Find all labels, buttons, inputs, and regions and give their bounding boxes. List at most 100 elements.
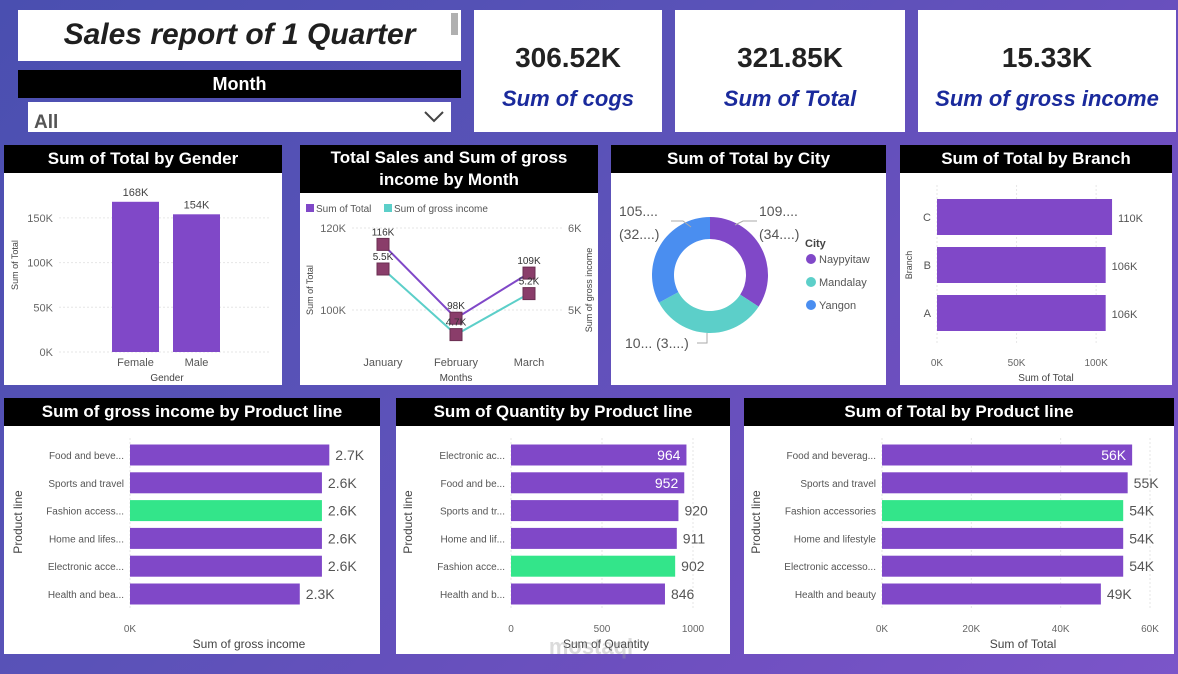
total-product-chart[interactable]: Sum of Total by Product line Food and be… xyxy=(744,398,1174,654)
data-label: 2.6K xyxy=(328,530,357,546)
bar xyxy=(937,247,1106,283)
y-tick-label: Sports and travel xyxy=(48,479,124,490)
pie-slice xyxy=(659,292,759,334)
data-point xyxy=(376,262,390,276)
leader-line xyxy=(734,220,757,226)
chart-title: Sum of Total by City xyxy=(611,145,886,173)
data-label: 105.... xyxy=(619,203,658,219)
x-tick-label: Female xyxy=(117,357,154,369)
y-tick-label: 50K xyxy=(33,302,53,314)
kpi-label: Sum of Total xyxy=(723,86,857,111)
data-label: 902 xyxy=(681,558,705,574)
x-axis-title: Sum of gross income xyxy=(193,637,306,651)
month-chart[interactable]: Total Sales and Sum of gross income by M… xyxy=(300,145,598,385)
kpi-label: Sum of cogs xyxy=(501,86,634,111)
leader-line xyxy=(671,220,692,228)
x-axis-title: Sum of Total xyxy=(990,637,1056,651)
bar xyxy=(937,199,1113,235)
y-tick-label: Food and beverag... xyxy=(786,451,876,462)
gross-income-product-chart[interactable]: Sum of gross income by Product line Food… xyxy=(4,398,380,654)
y-tick-label: Health and b... xyxy=(440,590,505,601)
data-label: 54K xyxy=(1129,530,1155,546)
y-tick-label: Electronic ac... xyxy=(439,451,505,462)
y2-axis-title: Sum of gross income xyxy=(584,248,594,333)
bar xyxy=(882,500,1124,522)
branch-chart-svg: C 110K B 106K A 106K 0K 50K 100K Sum of Total Bran… xyxy=(904,185,1144,384)
bar xyxy=(130,444,330,466)
legend-title: City xyxy=(805,238,827,250)
legend-label: Sum of Total xyxy=(316,204,371,215)
data-label: (34....) xyxy=(759,226,799,242)
data-point xyxy=(376,237,390,251)
y-axis-title: Branch xyxy=(904,251,914,280)
bar xyxy=(511,444,687,466)
x-tick-label: 0K xyxy=(931,358,944,369)
branch-chart[interactable]: Sum of Total by Branch C 110K B 106K A 106K 0K… xyxy=(900,145,1172,385)
data-label: 2.6K xyxy=(328,475,357,491)
month-dropdown-value: All xyxy=(34,112,59,133)
data-label: 846 xyxy=(671,586,695,602)
data-label: 56K xyxy=(1101,447,1127,463)
chart-title: Sum of gross income by Product line xyxy=(4,398,380,426)
legend-label: Naypyitaw xyxy=(819,254,870,266)
y-tick-label: Health and beauty xyxy=(795,590,876,601)
kpi-value: 321.85K xyxy=(737,42,843,73)
title-scrollbar[interactable] xyxy=(451,13,458,35)
kpi-label: Sum of gross income xyxy=(935,86,1159,111)
bar xyxy=(130,555,322,577)
y-tick-label: 0K xyxy=(40,347,54,359)
data-label: 964 xyxy=(657,447,681,463)
kpi-card-gross-income: 15.33K Sum of gross income xyxy=(918,10,1176,132)
bar xyxy=(882,527,1124,549)
data-label: 920 xyxy=(684,503,708,519)
chevron-down-icon[interactable] xyxy=(423,110,445,129)
y-axis-title: Product line xyxy=(749,490,763,554)
y-axis-title: Sum of Total xyxy=(10,240,20,290)
y-tick-label: 120K xyxy=(320,223,346,235)
kpi-card-cogs: 306.52K Sum of cogs xyxy=(474,10,662,132)
x-tick-label: 40K xyxy=(1052,624,1070,635)
pie-slice xyxy=(652,217,710,303)
y-tick-label: Fashion access... xyxy=(46,507,124,518)
bar xyxy=(130,500,322,522)
data-label: 49K xyxy=(1107,586,1133,602)
data-label: 55K xyxy=(1134,475,1160,491)
data-label: 5.5K xyxy=(373,252,394,263)
total-product-chart-svg: Food and beverag... 56K Sports and travel 5… xyxy=(749,438,1160,651)
y2-tick-label: 6K xyxy=(568,223,582,235)
data-label: 54K xyxy=(1129,503,1155,519)
x-axis-title: Sum of Quantity xyxy=(563,637,649,651)
city-chart[interactable]: Sum of Total by City 109.... (34....) 10..… xyxy=(611,145,886,385)
kpi-value: 15.33K xyxy=(1001,42,1093,73)
quantity-product-chart[interactable]: Sum of Quantity by Product line Electron… xyxy=(396,398,730,654)
y-tick-label: Sports and tr... xyxy=(440,507,505,518)
y-tick-label: Electronic acce... xyxy=(48,562,124,573)
data-label: 952 xyxy=(655,475,679,491)
data-point xyxy=(449,328,463,342)
x-tick-label: 50K xyxy=(1008,358,1026,369)
y2-tick-label: 5K xyxy=(568,305,582,317)
bar xyxy=(882,583,1101,605)
month-dropdown[interactable]: All xyxy=(28,102,451,133)
bar xyxy=(937,295,1106,331)
y-tick-label: Health and bea... xyxy=(48,590,124,601)
y-tick-label: 100K xyxy=(320,305,346,317)
y-tick-label: Home and lif... xyxy=(441,534,505,545)
bar xyxy=(511,555,676,577)
y-tick-label: Electronic accesso... xyxy=(784,562,876,573)
bar xyxy=(130,472,322,494)
y-tick-label: Home and lifes... xyxy=(49,534,124,545)
bar xyxy=(511,500,679,522)
watermark-text: mostaql xyxy=(548,634,634,659)
chart-title: Sum of Total by Gender xyxy=(4,145,282,173)
x-tick-label: 0K xyxy=(124,624,137,635)
y-tick-label: Sports and travel xyxy=(800,479,876,490)
y-tick-label: Fashion acce... xyxy=(437,562,505,573)
y-axis-title: Sum of Total xyxy=(305,265,315,315)
gender-chart[interactable]: Sum of Total by Gender 0K 50K 100K 150K 168K… xyxy=(4,145,282,385)
x-tick-label: 20K xyxy=(962,624,980,635)
bar xyxy=(511,583,665,605)
gross-income-chart-svg: Food and beve... 2.7K Sports and travel 2.6… xyxy=(11,438,365,651)
legend-swatch xyxy=(384,204,392,212)
pie-slice xyxy=(710,217,768,307)
